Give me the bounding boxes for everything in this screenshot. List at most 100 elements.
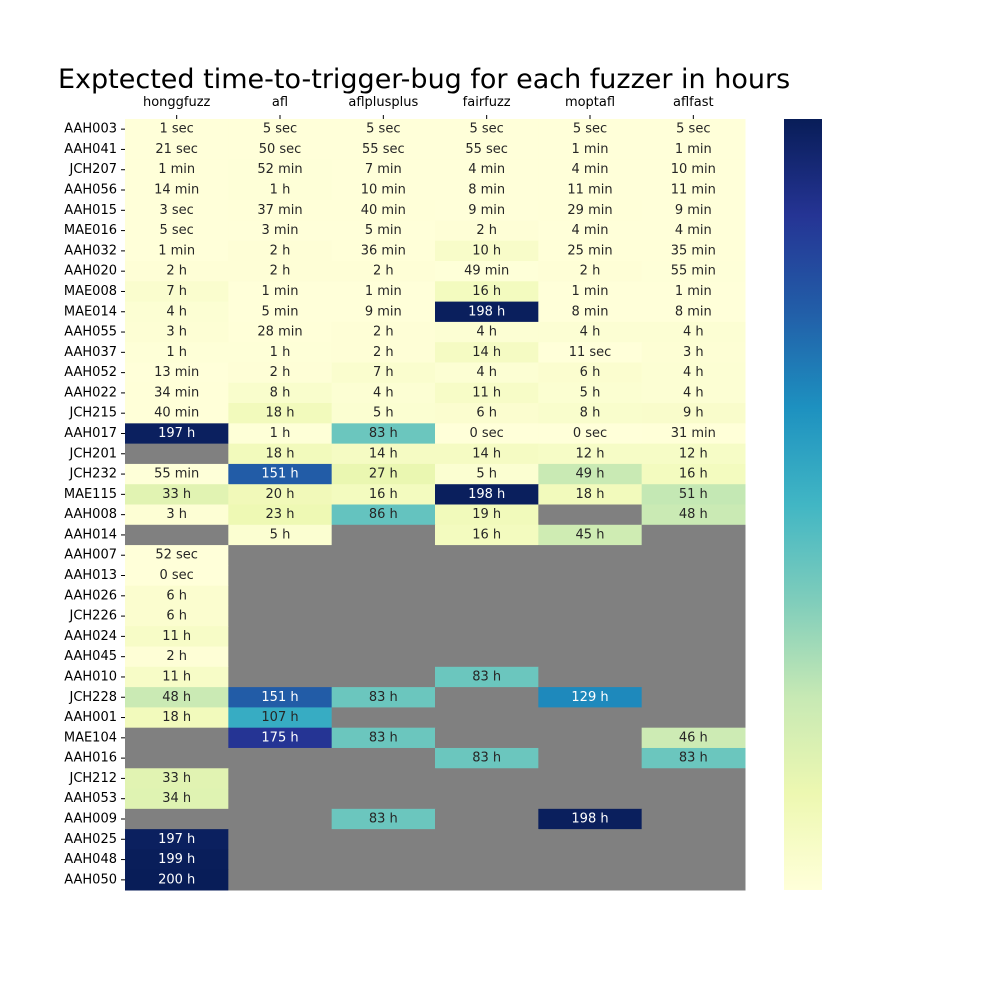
cell-value-label: 198 h <box>468 304 505 319</box>
heatmap-cell-missing <box>641 646 746 668</box>
cell-value-label: 33 h <box>162 771 191 786</box>
heatmap-cell <box>538 220 643 242</box>
cell-value-label: 9 h <box>683 406 704 421</box>
heatmap-cell <box>331 159 436 181</box>
cell-value-label: 1 h <box>270 345 291 360</box>
heatmap-cell <box>228 403 333 424</box>
heatmap-cell-missing <box>641 849 746 871</box>
cell-value-label: 1 h <box>166 345 187 360</box>
heatmap-cell-missing <box>538 646 643 668</box>
cell-value-label: 7 min <box>365 162 402 177</box>
cell-value-label: 83 h <box>472 751 501 766</box>
heatmap-cell <box>228 362 333 384</box>
heatmap-cell <box>538 403 643 424</box>
heatmap-cells: 1 sec 5 sec 5 sec 5 sec 5 sec 5 sec 21 sec 50 s… <box>125 119 746 891</box>
cell-value-label: 8 min <box>468 183 505 198</box>
cell-value-label: 12 h <box>576 446 605 461</box>
heatmap-cell <box>331 281 436 303</box>
cell-value-label: 16 h <box>369 487 398 502</box>
heatmap-cell <box>228 484 333 505</box>
heatmap-cell <box>435 747 539 769</box>
cell-value-label: 4 min <box>572 223 609 238</box>
heatmap-cell <box>125 403 229 424</box>
heatmap-cell <box>228 301 333 323</box>
cell-value-label: 5 h <box>270 527 291 542</box>
cell-value-label: 3 sec <box>160 203 194 218</box>
cell-value-label: 6 h <box>166 588 187 603</box>
cell-value-label: 51 h <box>679 487 708 502</box>
heatmap-cell-missing <box>331 626 436 648</box>
heatmap-cell-missing <box>435 605 539 627</box>
heatmap-cell <box>538 362 643 384</box>
heatmap-cell-missing <box>538 869 643 891</box>
row-label: AAH001 <box>64 710 117 725</box>
heatmap-cell-missing <box>538 768 643 790</box>
heatmap-cell <box>228 159 333 181</box>
heatmap-cell <box>435 301 539 323</box>
heatmap-cell-missing <box>228 849 333 871</box>
heatmap-cell <box>641 240 746 262</box>
cell-value-label: 83 h <box>369 730 398 745</box>
heatmap-cell <box>331 808 436 830</box>
heatmap-cell <box>538 139 643 161</box>
cell-value-label: 52 sec <box>155 548 198 563</box>
heatmap-cell-missing <box>228 605 333 627</box>
heatmap-cell <box>331 463 436 485</box>
cell-value-label: 49 min <box>464 264 509 279</box>
row-label: AAH020 <box>64 264 117 279</box>
heatmap-cell <box>435 240 539 262</box>
heatmap-cell-missing <box>641 605 746 627</box>
heatmap-cell <box>125 281 229 303</box>
heatmap-cell-missing <box>641 524 746 546</box>
cell-value-label: 55 sec <box>362 142 405 157</box>
cell-value-label: 83 h <box>369 811 398 826</box>
cell-value-label: 11 min <box>671 183 716 198</box>
heatmap-cell-missing <box>435 849 539 871</box>
heatmap-cell <box>125 423 229 445</box>
heatmap-cell <box>228 281 333 303</box>
cell-value-label: 5 h <box>476 467 497 482</box>
cell-value-label: 5 h <box>373 406 394 421</box>
row-label: AAH052 <box>64 365 117 380</box>
heatmap-cell <box>538 179 643 201</box>
cell-value-label: 16 h <box>679 467 708 482</box>
cell-value-label: 5 min <box>262 304 299 319</box>
heatmap-cell <box>125 646 229 668</box>
cell-value-label: 8 h <box>270 385 291 400</box>
cell-value-label: 55 min <box>154 467 199 482</box>
heatmap-cell <box>228 139 333 161</box>
cell-value-label: 8 h <box>580 406 601 421</box>
heatmap-cell-missing <box>331 849 436 871</box>
cell-value-label: 25 min <box>567 243 612 258</box>
cell-value-label: 16 h <box>472 527 501 542</box>
cell-value-label: 55 sec <box>465 142 508 157</box>
heatmap-cell <box>538 342 643 363</box>
heatmap-cell <box>435 220 539 242</box>
heatmap-cell <box>435 524 539 546</box>
cell-value-label: 2 h <box>270 264 291 279</box>
heatmap-cell <box>538 687 643 708</box>
row-label: AAH017 <box>64 426 117 441</box>
heatmap-cell <box>125 484 229 505</box>
heatmap-cell-missing <box>331 747 436 769</box>
heatmap-cell <box>641 504 746 526</box>
heatmap-cell <box>228 240 333 262</box>
row-label: JCH201 <box>69 446 118 461</box>
heatmap-cell <box>228 727 333 749</box>
heatmap-cell <box>125 200 229 221</box>
heatmap-cell-missing <box>228 626 333 648</box>
cell-value-label: 4 h <box>580 325 601 340</box>
heatmap-cell <box>331 200 436 221</box>
row-label: AAH003 <box>64 122 117 137</box>
row-labels: AAH003 AAH041 JCH207 AAH056 AAH015 MAE016 AAH0… <box>64 122 125 887</box>
cell-value-label: 2 h <box>373 345 394 360</box>
heatmap-cell <box>125 382 229 404</box>
heatmap-cell-missing <box>538 666 643 688</box>
row-label: AAH048 <box>64 852 117 867</box>
heatmap-cell <box>435 261 539 282</box>
cell-value-label: 7 h <box>373 365 394 380</box>
heatmap-cell <box>228 504 333 526</box>
cell-value-label: 20 h <box>266 487 295 502</box>
heatmap-cell-missing <box>538 829 643 850</box>
heatmap-cell <box>435 342 539 363</box>
